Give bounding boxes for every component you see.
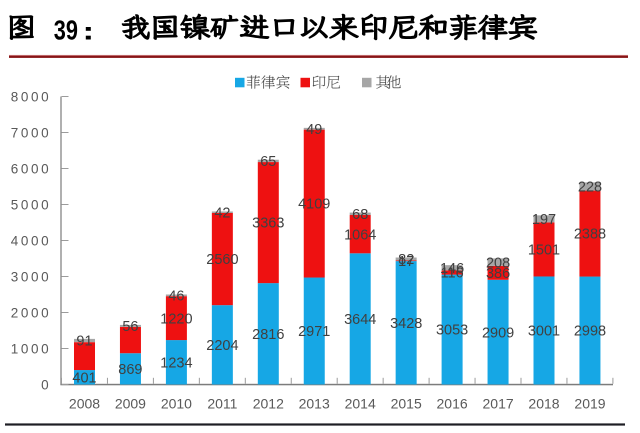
svg-text:2816: 2816 (252, 327, 284, 343)
svg-text:2204: 2204 (206, 338, 238, 354)
svg-text:68: 68 (352, 207, 368, 223)
svg-text:2909: 2909 (482, 325, 514, 341)
svg-text:3053: 3053 (436, 323, 468, 339)
svg-text:2017: 2017 (483, 396, 514, 412)
svg-text:39: 39 (54, 16, 78, 46)
svg-text:2011: 2011 (207, 396, 237, 412)
svg-text:0: 0 (41, 377, 51, 392)
svg-text:2016: 2016 (437, 396, 468, 412)
svg-text:401: 401 (72, 370, 96, 386)
svg-text:1501: 1501 (528, 243, 560, 259)
svg-text:65: 65 (260, 154, 276, 170)
svg-text:386: 386 (486, 266, 510, 282)
svg-text:7000: 7000 (11, 125, 51, 140)
svg-text:197: 197 (532, 212, 556, 228)
svg-text:4000: 4000 (11, 233, 51, 248)
svg-text:17: 17 (398, 254, 414, 270)
svg-text:228: 228 (578, 180, 602, 196)
svg-text:1000: 1000 (11, 341, 51, 356)
svg-text:2009: 2009 (115, 396, 146, 412)
svg-text:2015: 2015 (391, 396, 422, 412)
svg-text:2014: 2014 (345, 396, 376, 412)
svg-text:3363: 3363 (252, 216, 284, 232)
svg-text:91: 91 (76, 334, 92, 350)
svg-text:42: 42 (214, 205, 230, 221)
svg-text:208: 208 (486, 255, 510, 271)
svg-text:82: 82 (398, 252, 414, 268)
svg-text:4109: 4109 (298, 197, 330, 213)
svg-text:8000: 8000 (11, 89, 51, 104)
svg-text:146: 146 (440, 261, 464, 277)
svg-text:3644: 3644 (344, 312, 376, 328)
svg-text:2008: 2008 (69, 396, 100, 412)
svg-text:2010: 2010 (161, 396, 192, 412)
svg-text:116: 116 (441, 266, 464, 282)
svg-text:2000: 2000 (11, 305, 51, 320)
svg-text:2388: 2388 (574, 227, 606, 243)
svg-text:6000: 6000 (11, 161, 51, 176)
svg-text:46: 46 (168, 289, 184, 305)
svg-text:2560: 2560 (206, 252, 238, 268)
svg-text:1234: 1234 (160, 355, 192, 371)
svg-text:2998: 2998 (574, 324, 606, 340)
svg-text:49: 49 (306, 122, 322, 138)
svg-text:1064: 1064 (344, 227, 376, 243)
svg-text:3000: 3000 (11, 269, 51, 284)
svg-text:2013: 2013 (299, 396, 330, 412)
svg-text:1220: 1220 (160, 311, 192, 327)
svg-text:5000: 5000 (11, 197, 51, 212)
svg-text:869: 869 (118, 362, 142, 378)
svg-text:56: 56 (122, 319, 138, 335)
svg-text:2019: 2019 (574, 396, 605, 412)
svg-text:3428: 3428 (390, 316, 422, 332)
svg-text:2971: 2971 (298, 324, 330, 340)
svg-text:3001: 3001 (528, 324, 560, 340)
svg-text:2018: 2018 (528, 396, 559, 412)
svg-text:2012: 2012 (253, 396, 284, 412)
